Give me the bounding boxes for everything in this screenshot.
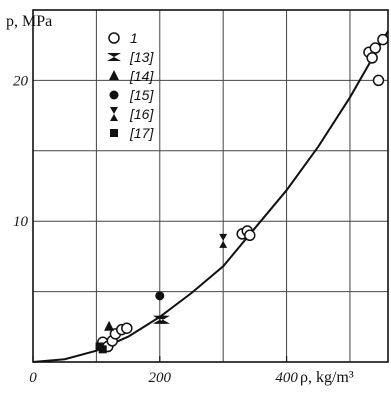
y-axis-label: p, MPa — [6, 13, 52, 30]
data-point-series-6 — [98, 345, 107, 354]
x-tick-label: 400 — [275, 370, 298, 386]
legend-label-2: [13] — [129, 49, 154, 65]
data-point-series-2 — [155, 315, 170, 324]
data-points — [95, 33, 389, 354]
legend-label-4: [15] — [129, 87, 154, 103]
legend-label-5: [16] — [129, 106, 154, 122]
legend-marker-5 — [110, 107, 118, 121]
y-tick-label: 20 — [13, 73, 29, 89]
legend-label-1: 1 — [130, 30, 138, 46]
legend-marker-6 — [110, 129, 118, 137]
legend-label-6: [17] — [129, 125, 154, 141]
grid — [33, 10, 388, 362]
data-point-series-1 — [121, 322, 133, 334]
data-point-series-1 — [372, 74, 385, 87]
legend-marker-2 — [107, 53, 121, 61]
data-point-series-1 — [244, 229, 256, 242]
data-point-series-1 — [369, 42, 382, 54]
data-point-series-5 — [219, 233, 228, 248]
legend-marker-3 — [109, 70, 119, 80]
y-tick-label: 10 — [13, 214, 29, 230]
plot-frame — [32, 9, 389, 363]
data-point-series-4 — [155, 291, 165, 301]
axis-labels: 0 200 400 10 20 p, MPa ρ, kg/m³ — [6, 13, 354, 386]
legend-marker-1 — [108, 32, 120, 44]
data-point-series-1 — [377, 33, 389, 46]
legend-label-3: [14] — [129, 68, 154, 84]
axes — [32, 9, 389, 363]
fit-curve — [32, 30, 389, 363]
x-tick-label: 200 — [149, 370, 172, 386]
x-tick-label: 0 — [29, 370, 37, 386]
data-point-series-1 — [366, 52, 378, 64]
legend: 1 [13] [14] [15] [16] [17] — [107, 30, 154, 141]
x-axis-label: ρ, kg/m³ — [300, 369, 354, 386]
data-point-series-3 — [104, 320, 115, 331]
legend-marker-4 — [109, 90, 119, 100]
